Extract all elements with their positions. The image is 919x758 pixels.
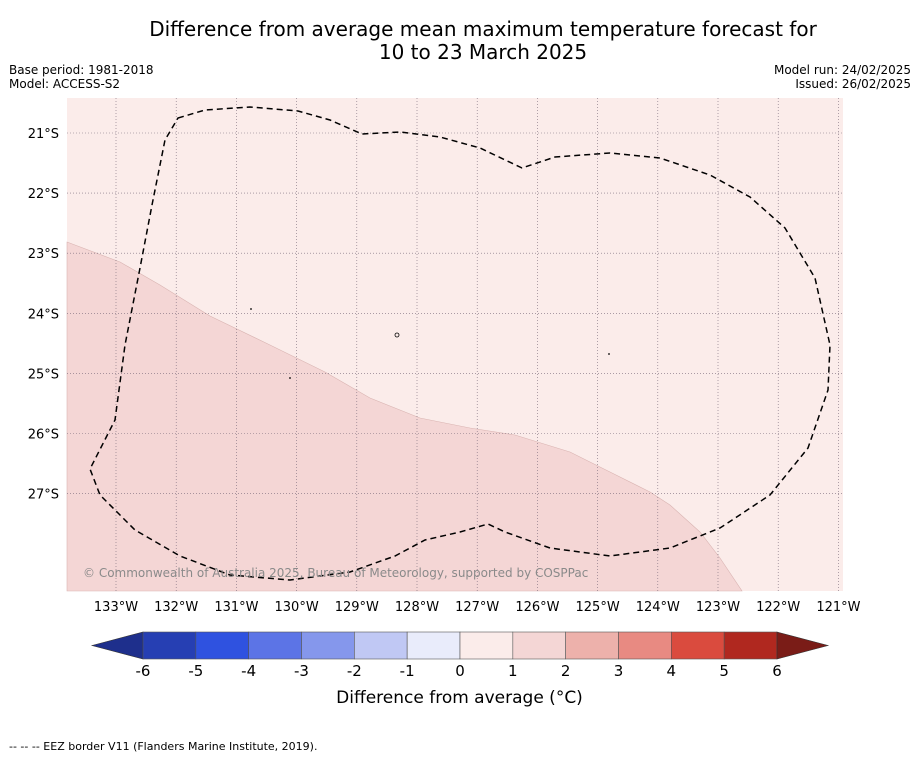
colorbar-tick-label: -6 — [136, 662, 151, 680]
latitude-label: 21°S — [28, 127, 59, 142]
latitude-label: 22°S — [28, 187, 59, 202]
issued-date: Issued: 26/02/2025 — [795, 77, 911, 91]
colorbar-title: Difference from average (°C) — [0, 688, 919, 708]
colorbar-tick-label: -1 — [400, 662, 415, 680]
latitude-label: 25°S — [28, 367, 59, 382]
longitude-label: 129°W — [335, 600, 379, 615]
title-line-1: Difference from average mean maximum tem… — [149, 17, 817, 41]
colorbar-tick-label: 1 — [508, 662, 518, 680]
region-1-to-2 — [66, 241, 743, 592]
model-run: Model run: 24/02/2025 — [773, 63, 911, 77]
island-marker — [394, 332, 400, 338]
meta-right: Model run: 24/02/2025 Issued: 26/02/2025 — [774, 63, 911, 91]
longitude-label: 132°W — [154, 600, 198, 615]
longitude-label: 123°W — [696, 600, 740, 615]
colorbar-segment — [618, 631, 672, 660]
eez-border — [89, 106, 831, 581]
longitude-label: 133°W — [94, 600, 138, 615]
colorbar-segment — [671, 631, 725, 660]
colorbar-segment — [565, 631, 619, 660]
colorbar-segment — [723, 631, 778, 660]
island-marker — [250, 308, 252, 310]
island-marker — [289, 377, 291, 379]
footnote: -- -- -- EEZ border V11 (Flanders Marine… — [9, 740, 318, 753]
colorbar-tick-label: 6 — [772, 662, 782, 680]
colorbar-tick-label: -2 — [347, 662, 362, 680]
longitude-label: 130°W — [275, 600, 319, 615]
longitude-label: 127°W — [455, 600, 499, 615]
colorbar-segment — [195, 631, 249, 660]
title-line-2: 10 to 23 March 2025 — [378, 40, 588, 64]
colorbar-tick-label: -4 — [241, 662, 256, 680]
colorbar-label-text: Difference from average ( — [336, 688, 556, 708]
model-name: Model: ACCESS-S2 — [9, 77, 121, 91]
colorbar-segment — [301, 631, 355, 660]
colorbar-tick-label: 5 — [719, 662, 729, 680]
longitude-label: 125°W — [576, 600, 620, 615]
longitude-label: 131°W — [214, 600, 258, 615]
colorbar-segment — [354, 631, 408, 660]
latitude-label: 26°S — [28, 428, 59, 443]
colorbar-extend-high — [776, 631, 830, 660]
colorbar-tick-label: 0 — [455, 662, 465, 680]
colorbar-unit: °C) — [555, 688, 583, 708]
longitude-label: 121°W — [816, 600, 860, 615]
island-marker — [608, 353, 610, 355]
colorbar-tick-label: 2 — [561, 662, 571, 680]
colorbar-segment — [459, 631, 514, 660]
colorbar-tick-label: 3 — [614, 662, 624, 680]
base-period: Base period: 1981-2018 — [9, 63, 154, 77]
latitude-label: 27°S — [28, 488, 59, 503]
colorbar-extend-low — [90, 631, 144, 660]
map-title: Difference from average mean maximum tem… — [0, 18, 919, 64]
latitude-labels: 21°S 22°S 23°S 24°S 25°S 26°S 27°S — [28, 127, 59, 503]
longitude-label: 124°W — [636, 600, 680, 615]
longitude-label: 128°W — [395, 600, 439, 615]
colorbar-segment — [406, 631, 461, 660]
colorbar-segment — [142, 631, 197, 660]
latitude-label: 24°S — [28, 307, 59, 322]
colorbar-tick-label: 4 — [667, 662, 677, 680]
latitude-label: 23°S — [28, 247, 59, 262]
graticule — [67, 98, 843, 591]
longitude-label: 126°W — [515, 600, 559, 615]
colorbar-tick-label: -5 — [188, 662, 203, 680]
meta-left: Base period: 1981-2018 Model: ACCESS-S2 — [9, 63, 154, 91]
colorbar-segment — [248, 631, 302, 660]
copyright-notice: © Commonwealth of Australia 2025, Bureau… — [83, 566, 588, 580]
colorbar-segment — [512, 631, 566, 660]
longitude-label: 122°W — [756, 600, 800, 615]
longitude-labels: 133°W 132°W 131°W 130°W 129°W 128°W 127°W 126°W… — [94, 600, 861, 615]
colorbar-tick-label: -3 — [294, 662, 309, 680]
colorbar-labels: -6 -5 -4 -3 -2 -1 0 1 2 3 4 5 6 — [136, 662, 782, 680]
colorbar — [90, 631, 830, 660]
